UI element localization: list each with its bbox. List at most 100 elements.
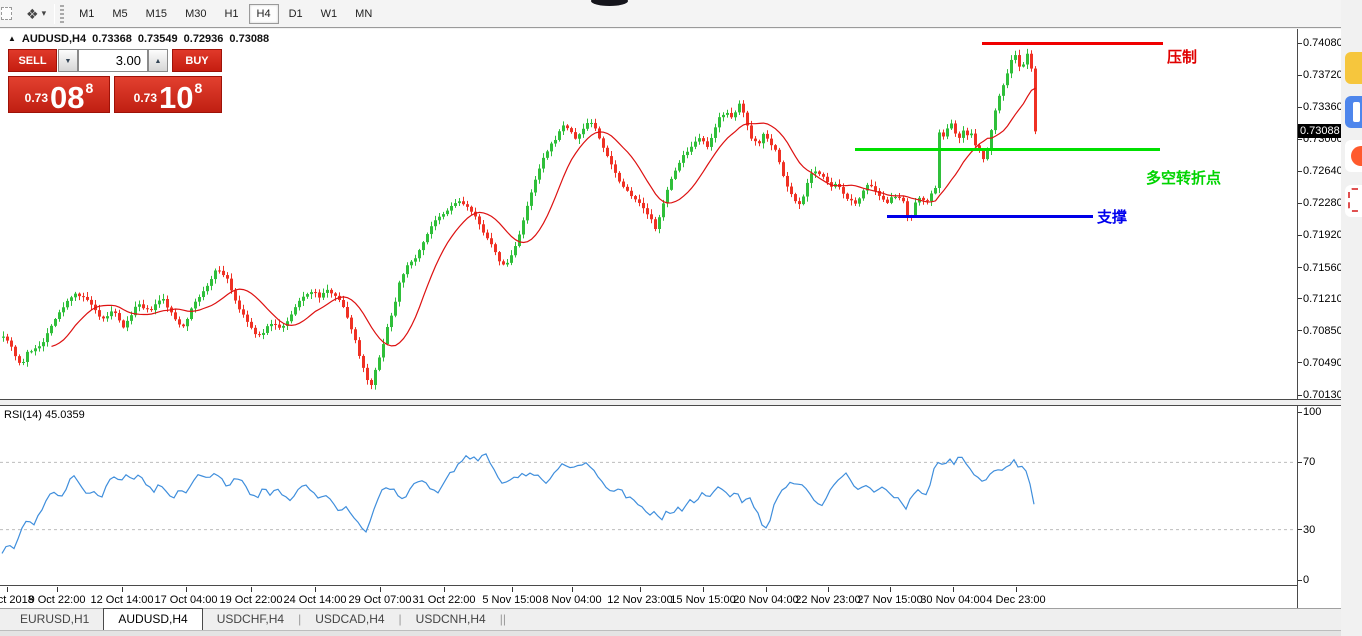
time-axis-label: 5 Nov 15:00 [482, 594, 542, 606]
price-axis-label: 0.73360 [1303, 101, 1343, 113]
crosshair-tool-icon[interactable]: ❖ [26, 5, 39, 22]
price-axis[interactable]: 0.74080 0.73720 0.73360 0.73000 0.72640 0.722… [1297, 29, 1343, 608]
partial-tool-icon[interactable] [1, 7, 12, 20]
timeframe-button-h4[interactable]: H4 [248, 3, 279, 24]
buy-quote[interactable]: 0.73 10 8 [114, 76, 222, 113]
price-axis-tick [1298, 267, 1302, 268]
time-axis-label: 29 Oct 07:00 [348, 594, 412, 606]
dashed-app-icon-glyph [1348, 188, 1362, 212]
buy-button[interactable]: BUY [172, 49, 222, 72]
timeframe-buttons: M1 M5 M15 M30 H1 H4 D1 W1 MN [70, 3, 381, 24]
price-axis-label: 0.72640 [1303, 165, 1343, 177]
time-axis-tick [640, 587, 641, 592]
timeframe-button-m15[interactable]: M15 [145, 7, 168, 20]
price-axis-tick [1298, 362, 1302, 363]
desktop-strip [1341, 0, 1362, 636]
dashed-app-icon[interactable] [1345, 185, 1362, 217]
price-chart-pane[interactable]: 压制 多空转折点 支撑 ▲ AUDUSD,H4 0.73368 0.73549 0.… [0, 29, 1297, 399]
price-axis-tick [1298, 139, 1302, 140]
toolbar-grip[interactable] [60, 4, 65, 23]
chart-tab-eurusd[interactable]: EURUSD,H1 [20, 612, 90, 626]
price-axis-tick [1298, 75, 1302, 76]
sell-quote[interactable]: 0.73 08 8 [8, 76, 110, 113]
price-axis-tick [1298, 171, 1302, 172]
tab-separator: | [398, 612, 402, 626]
volume-decrease-button[interactable]: ▼ [58, 49, 78, 72]
timeframe-button-mn[interactable]: MN [355, 7, 373, 20]
price-axis-label: 0.70490 [1303, 357, 1343, 369]
candlestick-chart[interactable] [0, 29, 1297, 399]
time-axis-label: 30 Nov 04:00 [920, 594, 986, 606]
timeframe-button-m1[interactable]: M1 [79, 7, 95, 20]
time-axis-label: 22 Nov 23:00 [795, 594, 861, 606]
chart-tab-audusd[interactable]: AUDUSD,H4 [103, 608, 203, 630]
current-price-badge: 0.73088 [1298, 124, 1342, 138]
timeframe-button-m30[interactable]: M30 [185, 7, 207, 20]
sell-button[interactable]: SELL [8, 49, 57, 72]
time-axis-tick [1016, 587, 1017, 592]
resistance-line-label: 压制 [1167, 49, 1198, 66]
blue-app-icon[interactable] [1345, 96, 1362, 128]
support-line [887, 215, 1093, 218]
toolbar-separator [54, 3, 56, 24]
time-axis-label: 19 Oct 22:00 [219, 594, 283, 606]
rsi-pane[interactable]: RSI(14) 45.0359 [0, 406, 1297, 585]
rsi-axis-label: 30 [1303, 524, 1316, 536]
time-axis-label: 27 Nov 15:00 [857, 594, 923, 606]
price-axis-label: 0.73720 [1303, 69, 1343, 81]
buy-price-pip: 8 [194, 80, 203, 96]
volume-increase-button[interactable]: ▲ [148, 49, 168, 72]
sell-price-pip: 8 [85, 80, 94, 96]
volume-input[interactable] [78, 49, 148, 72]
price-axis-tick [1298, 43, 1302, 44]
sell-price-big: 08 [50, 80, 85, 115]
rsi-axis-label: 70 [1303, 456, 1316, 468]
time-axis-tick [444, 587, 445, 592]
time-axis-tick [953, 587, 954, 592]
price-axis-label: 0.71210 [1303, 293, 1343, 305]
timeframe-button-h1[interactable]: H1 [224, 7, 239, 20]
symbol-header: ▲ AUDUSD,H4 0.73368 0.73549 0.72936 0.73… [8, 33, 269, 45]
chart-tabbar: EURUSD,H1 AUDUSD,H4 USDCHF,H4 | USDCAD,H4 | US… [0, 608, 1341, 630]
orange-app-icon-glyph [1351, 146, 1362, 166]
rsi-chart[interactable] [0, 406, 1297, 585]
price-axis-tick [1298, 203, 1302, 204]
time-axis-tick [251, 587, 252, 592]
price-axis-tick [1298, 395, 1302, 396]
rsi-axis-tick [1298, 580, 1302, 581]
timeframe-button-m5[interactable]: M5 [112, 7, 128, 20]
time-axis-tick [186, 587, 187, 592]
support-line-label: 支撑 [1097, 209, 1128, 226]
time-axis-tick [380, 587, 381, 592]
orange-app-icon[interactable] [1345, 140, 1362, 172]
tool-dropdown-caret-icon[interactable]: ▾ [41, 8, 47, 18]
time-axis-label: 5 Oct 2018 [0, 594, 34, 606]
timeframe-button-d1[interactable]: D1 [288, 7, 303, 20]
time-axis-tick [122, 587, 123, 592]
chart-tab-usdcnh[interactable]: USDCNH,H4 [415, 612, 486, 626]
sell-price-prefix: 0.73 [24, 91, 49, 105]
chart-tab-usdcad[interactable]: USDCAD,H4 [315, 612, 385, 626]
ohlc-low: 0.72936 [183, 33, 224, 45]
timeframe-button-w1[interactable]: W1 [320, 7, 338, 20]
toolbar: ❖ ▾ M1 M5 M15 M30 H1 H4 D1 W1 MN [0, 0, 1341, 28]
chart-tab-usdchf[interactable]: USDCHF,H4 [216, 612, 285, 626]
rsi-axis-label: 0 [1303, 574, 1310, 586]
time-axis-tick [828, 587, 829, 592]
collapse-icon[interactable]: ▲ [8, 34, 16, 43]
yellow-app-icon[interactable] [1345, 52, 1362, 84]
time-axis-tick [7, 587, 8, 592]
ohlc-close: 0.73088 [229, 33, 270, 45]
time-axis-tick [890, 587, 891, 592]
time-axis-tick [766, 587, 767, 592]
resistance-line [982, 42, 1163, 45]
time-axis-label: 20 Nov 04:00 [733, 594, 799, 606]
rsi-axis-label: 100 [1303, 406, 1322, 418]
pane-separator[interactable] [0, 399, 1341, 406]
buy-price-big: 10 [159, 80, 194, 115]
rsi-axis-tick [1298, 412, 1302, 413]
time-axis-tick [57, 587, 58, 592]
price-axis-tick [1298, 330, 1302, 331]
